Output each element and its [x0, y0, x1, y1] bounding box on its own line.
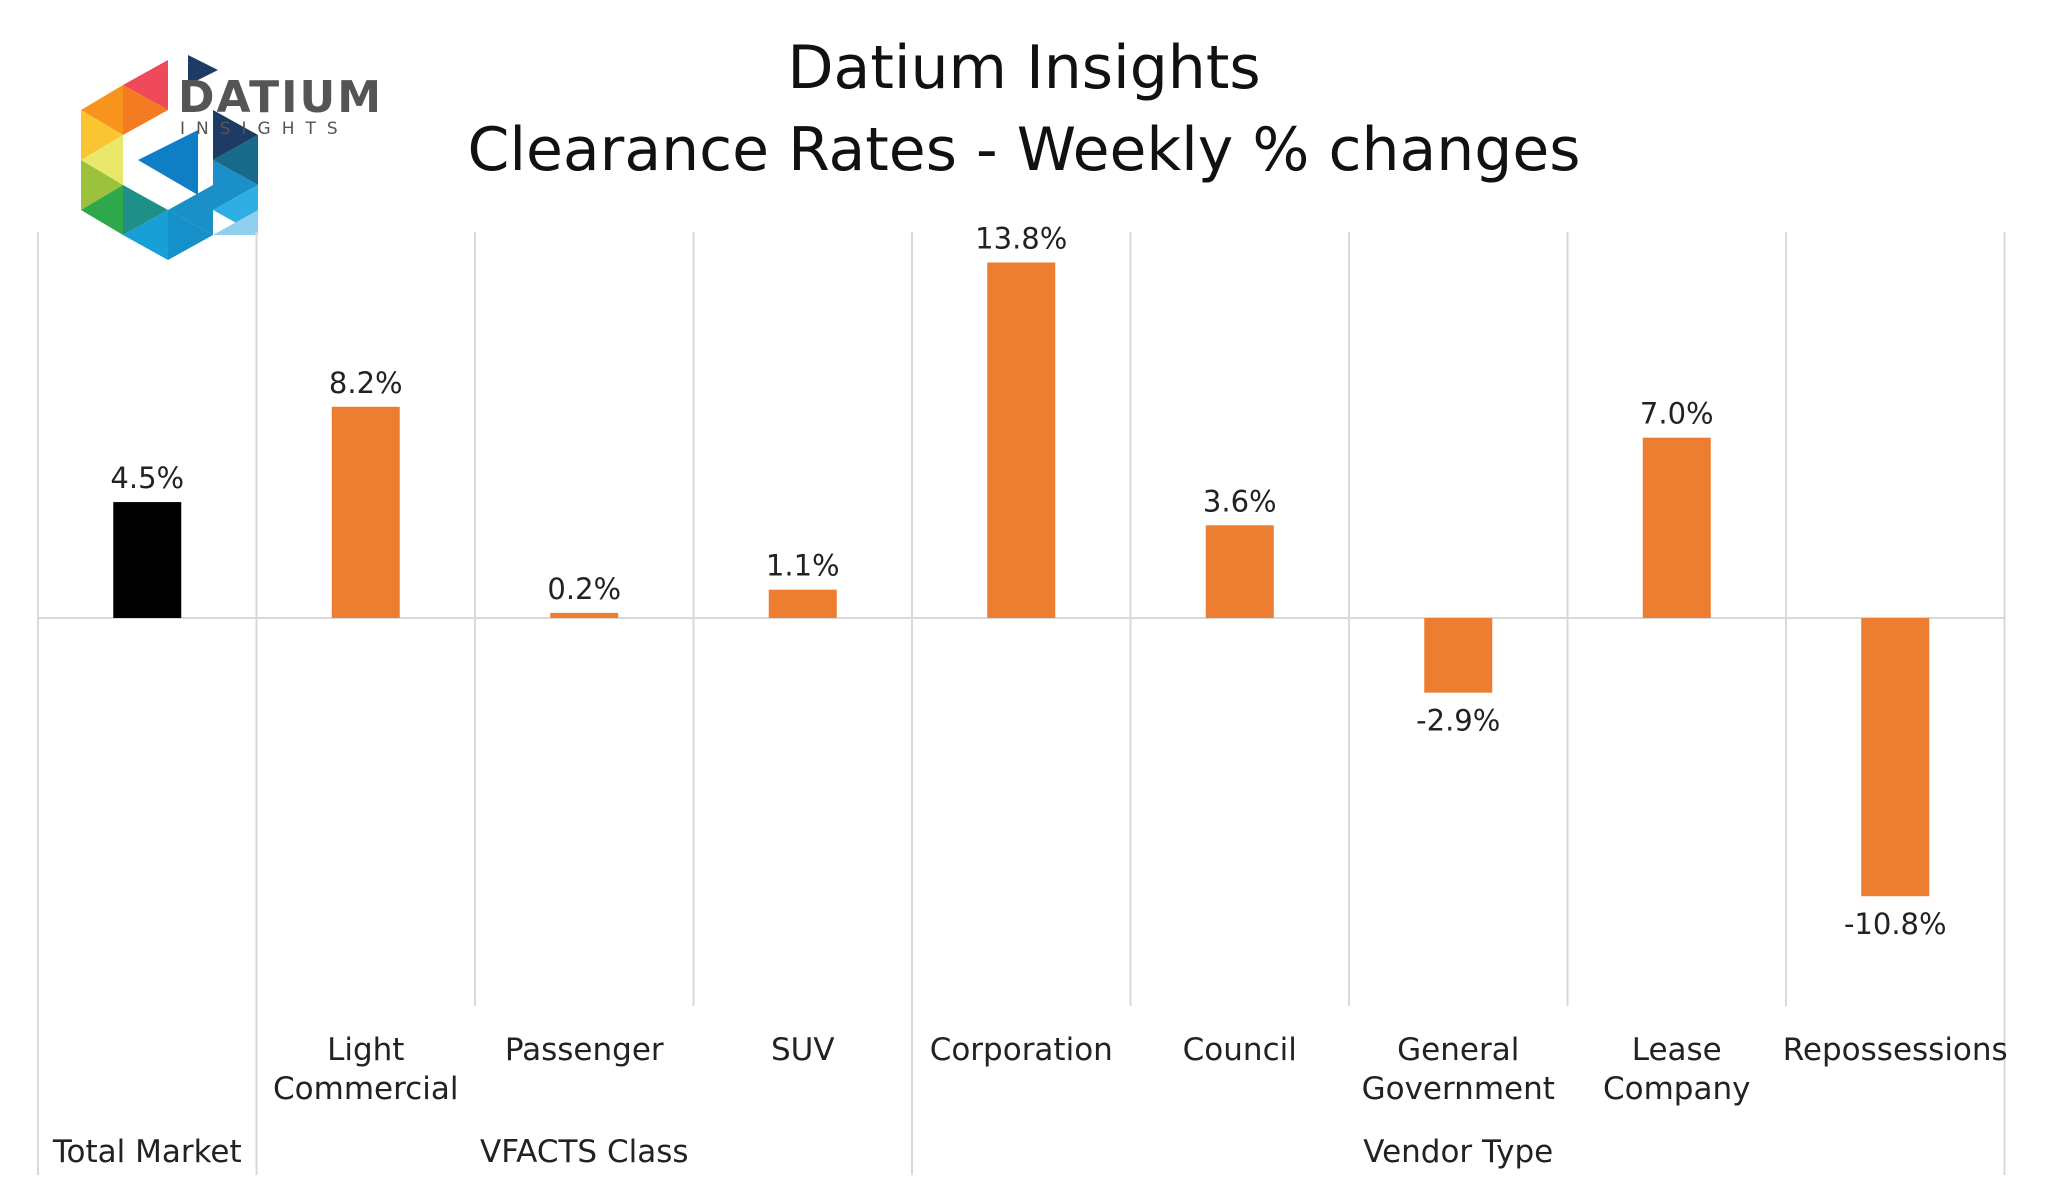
group-label: Total Market [52, 1134, 242, 1170]
bars: 4.5% 8.2% 0.2% 1.1% 13.8% 3.6% -2.9% 7.0% -10.8% [110, 222, 1946, 942]
category-label: Lease [1632, 1032, 1722, 1068]
data-label: 0.2% [547, 572, 621, 606]
category-label: Repossessions [1783, 1032, 2008, 1068]
bar-general-government [1424, 618, 1493, 693]
category-label: Light [327, 1032, 404, 1068]
category-label: Passenger [505, 1032, 664, 1068]
category-label: Company [1603, 1071, 1750, 1107]
category-label: Council [1183, 1032, 1297, 1068]
category-label: Corporation [930, 1032, 1113, 1068]
bar-repossessions [1861, 618, 1930, 897]
category-label: Government [1362, 1071, 1555, 1107]
data-label: 8.2% [329, 366, 403, 400]
logo-sub: INSIGHTS [180, 119, 349, 139]
data-label: 3.6% [1203, 484, 1277, 518]
bar-corporation [987, 262, 1056, 618]
bar-suv [768, 589, 837, 618]
chart-title-line-2: Clearance Rates - Weekly % changes [467, 115, 1580, 185]
bar-total-market [113, 502, 182, 618]
data-label: 4.5% [110, 461, 184, 495]
category-label: General [1397, 1032, 1519, 1068]
category-label: Commercial [273, 1071, 458, 1107]
group-label: Vendor Type [1363, 1134, 1553, 1170]
bar-light-commercial [331, 406, 400, 618]
logo-name: DATIUM [178, 72, 383, 123]
data-label: -10.8% [1844, 907, 1947, 941]
data-label: -2.9% [1416, 704, 1500, 738]
bar-passenger [550, 612, 619, 618]
data-label: 7.0% [1640, 397, 1714, 431]
data-label: 1.1% [766, 549, 840, 583]
datium-logo: DATIUM INSIGHTS [81, 55, 383, 260]
bar-lease-company [1642, 437, 1711, 618]
bar-council [1205, 525, 1274, 618]
chart-title-line-1: Datium Insights [787, 33, 1260, 103]
group-label: VFACTS Class [480, 1134, 689, 1170]
data-label: 13.8% [975, 222, 1067, 256]
category-label: SUV [771, 1032, 835, 1068]
